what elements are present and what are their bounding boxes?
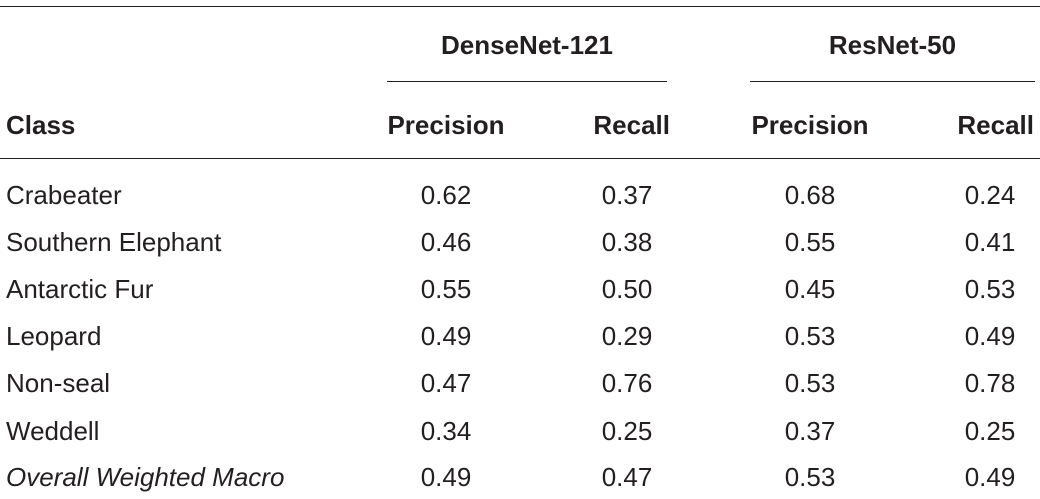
densenet-precision-cell: 0.49: [420, 462, 472, 492]
densenet-precision-cell: 0.55: [420, 274, 472, 304]
column-header-resnet-precision: Precision: [751, 110, 869, 140]
densenet-precision-cell: 0.49: [420, 321, 472, 351]
densenet-recall-cell: 0.25: [601, 416, 653, 446]
densenet-recall-cell: 0.38: [601, 227, 653, 257]
resnet-precision-cell: 0.53: [784, 321, 836, 351]
resnet-group-rule: [750, 81, 1035, 82]
group-header-densenet: DenseNet-121: [441, 30, 613, 60]
resnet-precision-cell: 0.53: [784, 462, 836, 492]
top-rule: [0, 6, 1040, 7]
class-cell: Antarctic Fur: [6, 274, 154, 304]
resnet-recall-cell: 0.24: [964, 180, 1016, 210]
class-cell: Weddell: [6, 416, 100, 446]
resnet-precision-cell: 0.53: [784, 368, 836, 398]
densenet-precision-cell: 0.62: [420, 180, 472, 210]
class-cell: Non-seal: [6, 368, 111, 398]
column-header-densenet-recall: Recall: [593, 110, 670, 140]
densenet-recall-cell: 0.29: [601, 321, 653, 351]
resnet-precision-cell: 0.45: [784, 274, 836, 304]
resnet-recall-cell: 0.49: [964, 321, 1016, 351]
densenet-precision-cell: 0.46: [420, 227, 472, 257]
densenet-group-rule: [387, 81, 667, 82]
resnet-precision-cell: 0.55: [784, 227, 836, 257]
class-cell: Overall Weighted Macro: [6, 462, 285, 492]
group-header-resnet: ResNet-50: [828, 30, 957, 60]
densenet-recall-cell: 0.76: [601, 368, 653, 398]
resnet-recall-cell: 0.25: [964, 416, 1016, 446]
densenet-recall-cell: 0.37: [601, 180, 653, 210]
densenet-recall-cell: 0.50: [601, 274, 653, 304]
densenet-recall-cell: 0.47: [601, 462, 653, 492]
resnet-recall-cell: 0.41: [964, 227, 1016, 257]
class-cell: Crabeater: [6, 180, 122, 210]
densenet-precision-cell: 0.34: [420, 416, 472, 446]
resnet-recall-cell: 0.49: [964, 462, 1016, 492]
class-cell: Southern Elephant: [6, 227, 222, 257]
header-rule: [0, 158, 1040, 159]
column-header-class: Class: [6, 110, 76, 140]
resnet-recall-cell: 0.53: [964, 274, 1016, 304]
resnet-precision-cell: 0.37: [784, 416, 836, 446]
class-cell: Leopard: [6, 321, 102, 351]
column-header-densenet-precision: Precision: [387, 110, 505, 140]
resnet-precision-cell: 0.68: [784, 180, 836, 210]
resnet-recall-cell: 0.78: [964, 368, 1016, 398]
column-header-resnet-recall: Recall: [957, 110, 1034, 140]
densenet-precision-cell: 0.47: [420, 368, 472, 398]
